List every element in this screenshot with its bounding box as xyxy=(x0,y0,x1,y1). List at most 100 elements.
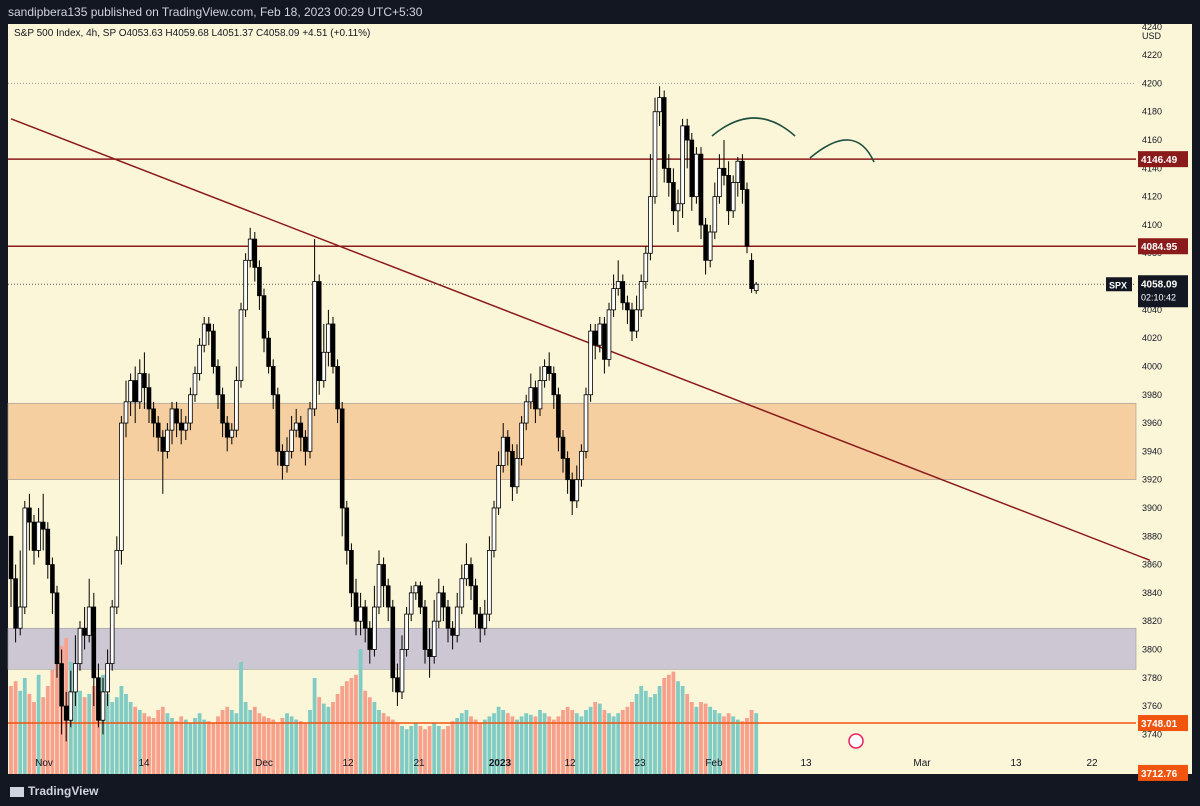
supply-zone xyxy=(7,402,1137,480)
tradingview-logo[interactable]: TradingView xyxy=(10,784,98,798)
candle xyxy=(358,606,363,622)
volume-bar xyxy=(280,718,285,774)
candle xyxy=(137,373,143,403)
volume-bar xyxy=(643,690,648,774)
candle xyxy=(96,677,101,721)
candle xyxy=(215,366,221,396)
volume-bar xyxy=(731,716,736,774)
volume-bar xyxy=(574,713,579,774)
volume-bar xyxy=(82,697,87,774)
candle xyxy=(349,550,354,594)
price-badge-label: 4146.49 xyxy=(1141,155,1178,166)
volume-bar xyxy=(423,729,427,774)
volume-bar xyxy=(18,690,23,774)
volume-bar xyxy=(505,713,510,774)
volume-bar xyxy=(432,722,437,774)
y-tick-label: 3920 xyxy=(1142,475,1162,485)
candle xyxy=(487,550,492,615)
x-tick-label: Feb xyxy=(705,758,723,769)
candle xyxy=(445,606,451,629)
demand-zone xyxy=(7,627,1137,670)
price-badge xyxy=(1138,238,1188,255)
candle xyxy=(749,259,754,290)
volume-bar xyxy=(726,713,731,774)
candle xyxy=(27,507,32,523)
volume-bar xyxy=(666,674,671,774)
volume-bar xyxy=(193,718,197,774)
candle xyxy=(284,450,290,466)
candle xyxy=(395,677,400,693)
candle xyxy=(703,224,708,261)
volume-bar xyxy=(363,690,368,774)
candle xyxy=(316,281,322,382)
volume-bar xyxy=(308,710,312,774)
volume-bar xyxy=(73,678,78,774)
volume-bar xyxy=(289,716,294,774)
volume-bar xyxy=(694,706,699,774)
candle xyxy=(546,366,552,374)
candle xyxy=(335,366,340,410)
x-tick-label: 13 xyxy=(800,758,812,769)
candle xyxy=(45,528,51,565)
volume-bar xyxy=(234,713,239,774)
volume-bar xyxy=(404,729,409,774)
candle xyxy=(496,465,501,509)
volume-bar xyxy=(492,713,496,774)
volume-bar xyxy=(294,719,299,774)
volume-bar xyxy=(133,706,138,774)
volume-bar xyxy=(390,719,395,774)
volume-bar xyxy=(496,706,501,774)
volume-bar xyxy=(745,718,749,774)
candle xyxy=(611,288,616,311)
candle xyxy=(625,302,630,311)
axis-currency: USD xyxy=(1142,31,1162,41)
volume-bar xyxy=(358,649,363,774)
volume-bar xyxy=(538,710,542,774)
volume-bar xyxy=(611,716,616,774)
downtrend-line[interactable] xyxy=(10,118,1151,562)
price-axis[interactable] xyxy=(1136,24,1192,774)
candle xyxy=(454,606,460,636)
y-tick-label: 3820 xyxy=(1142,616,1162,626)
candle xyxy=(257,266,262,297)
volume-bar xyxy=(579,716,584,774)
candle xyxy=(224,422,230,438)
candle xyxy=(560,436,566,459)
candle xyxy=(597,323,603,346)
candle xyxy=(551,373,557,396)
volume-bar xyxy=(243,702,248,774)
volume-bar xyxy=(367,697,372,774)
candle xyxy=(169,408,175,431)
volume-bar xyxy=(317,697,322,774)
volume-bar xyxy=(151,718,156,774)
volume-bar xyxy=(712,710,717,774)
candle xyxy=(441,592,446,608)
candle xyxy=(289,429,294,452)
candle xyxy=(206,323,212,332)
volume-bar xyxy=(114,697,119,774)
candle xyxy=(36,521,41,551)
candle xyxy=(744,189,750,247)
volume-bar xyxy=(441,729,446,774)
y-tick-label: 4120 xyxy=(1142,192,1162,202)
volume-bar xyxy=(556,716,561,774)
volume-bar xyxy=(321,703,326,774)
volume-bar xyxy=(45,686,50,774)
volume-bar xyxy=(749,710,754,774)
x-tick-label: Mar xyxy=(913,758,931,769)
lightning-icon[interactable] xyxy=(848,733,864,749)
volume-bar xyxy=(584,710,588,774)
volume-bar xyxy=(735,719,740,774)
candle xyxy=(408,592,414,615)
x-tick-label: 13 xyxy=(1010,758,1022,769)
y-tick-label: 3980 xyxy=(1142,390,1162,400)
volume-bar xyxy=(597,703,602,774)
candle xyxy=(312,281,317,410)
volume-bar xyxy=(239,662,243,774)
volume-bar xyxy=(87,694,92,774)
volume-bar xyxy=(160,706,165,774)
candle xyxy=(86,606,92,636)
volume-bar xyxy=(326,706,331,774)
candle xyxy=(82,627,87,636)
